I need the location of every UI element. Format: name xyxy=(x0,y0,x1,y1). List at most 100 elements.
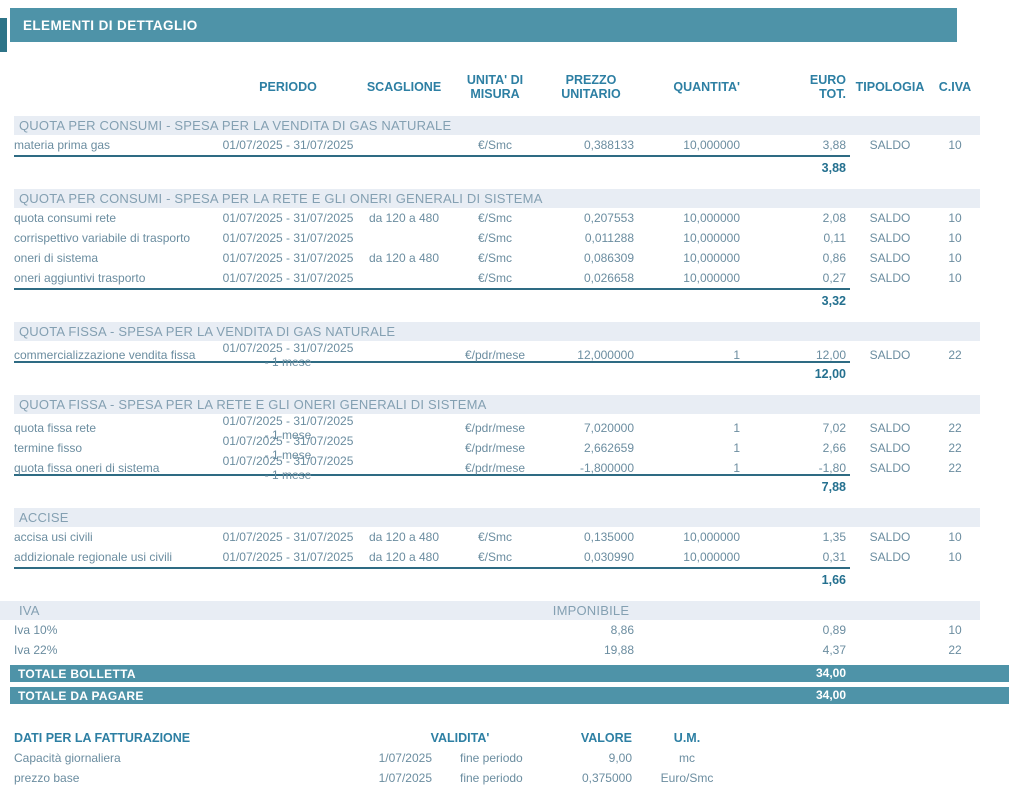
cell-prezzo: 0,207553 xyxy=(583,211,634,225)
table-row: quota fissa oneri di sistema 01/07/2025 … xyxy=(0,454,1024,482)
totale-bolletta-label: TOTALE BOLLETTA xyxy=(18,666,136,681)
cell-prezzo: 0,086309 xyxy=(583,251,634,265)
billing-info-headers: DATI PER LA FATTURAZIONE VALIDITA' VALOR… xyxy=(0,728,1024,748)
cell-desc: quota consumi rete xyxy=(14,211,117,225)
cell-quantita: 10,000000 xyxy=(683,530,740,544)
col-header-periodo: PERIODO xyxy=(259,80,317,94)
cell-periodo: 01/07/2025 - 31/07/2025 - 1 mese xyxy=(222,454,354,482)
section-quota-consumi-vendita: QUOTA PER CONSUMI - SPESA PER LA VENDITA… xyxy=(0,116,1024,179)
table-row: termine fisso 01/07/2025 - 31/07/2025 - … xyxy=(0,434,1024,462)
col-header-validita: VALIDITA' xyxy=(430,731,490,745)
cell-desc: Iva 22% xyxy=(14,643,58,657)
section-header: ACCISE xyxy=(14,508,980,527)
col-header-tipologia: TIPOLOGIA xyxy=(855,80,925,94)
table-row: addizionale regionale usi civili 01/07/2… xyxy=(0,547,1024,567)
cell-quantita: 10,000000 xyxy=(683,211,740,225)
cell-euro: 3,88 xyxy=(822,138,846,152)
section-rule xyxy=(14,288,850,290)
section-quota-fissa-vendita: QUOTA FISSA - SPESA PER LA VENDITA DI GA… xyxy=(0,322,1024,385)
section-subtotal-row: 7,88 xyxy=(0,476,1024,498)
cell-quantita: 10,000000 xyxy=(683,251,740,265)
cell-civa: 10 xyxy=(948,530,962,544)
cell-euro: 0,89 xyxy=(822,623,846,637)
cell-quantita: 10,000000 xyxy=(683,231,740,245)
cell-unita: €/Smc xyxy=(477,530,512,544)
cell-unita: €/Smc xyxy=(477,211,512,225)
cell-tipologia: SALDO xyxy=(869,550,911,564)
col-header-quantita: QUANTITA' xyxy=(673,80,740,94)
subtotal-value: 12,00 xyxy=(814,367,846,381)
cell-desc: quota fissa rete xyxy=(14,421,97,435)
cell-periodo: 01/07/2025 - 31/07/2025 - 1 mese xyxy=(222,434,354,462)
cell-desc: corrispettivo variabile di trasporto xyxy=(14,231,191,245)
totale-da-pagare-bar: TOTALE DA PAGARE 34,00 xyxy=(10,687,1009,704)
col-header-unita-misura: UNITA' DI MISURA xyxy=(466,73,524,101)
cell-desc: commercializzazione vendita fissa xyxy=(14,348,196,362)
section-header: QUOTA PER CONSUMI - SPESA PER LA VENDITA… xyxy=(14,116,980,135)
subtotal-value: 7,88 xyxy=(821,480,846,494)
cell-prezzo: -1,800000 xyxy=(579,461,634,475)
cell-data: 1/07/2025 xyxy=(378,751,432,765)
cell-periodo: 01/07/2025 - 31/07/2025 xyxy=(222,251,354,265)
section-header-iva: IVA IMPONIBILE xyxy=(0,601,980,620)
section-iva: IVA IMPONIBILE Iva 10% 8,86 0,89 10 Iva … xyxy=(0,601,1024,660)
cell-periodo: 01/07/2025 - 31/07/2025 xyxy=(222,550,354,564)
table-column-headers: PERIODO SCAGLIONE UNITA' DI MISURA PREZZ… xyxy=(0,68,1024,106)
section-subtotal-row: 1,66 xyxy=(0,569,1024,591)
totale-bolletta-bar: TOTALE BOLLETTA 34,00 xyxy=(10,665,1009,682)
table-row: materia prima gas 01/07/2025 - 31/07/202… xyxy=(0,135,1024,155)
cell-imponibile: 19,88 xyxy=(603,643,634,657)
table-row: quota consumi rete 01/07/2025 - 31/07/20… xyxy=(0,208,1024,228)
cell-unita: €/Smc xyxy=(477,138,512,152)
subtotal-value: 1,66 xyxy=(821,573,846,587)
cell-prezzo: 0,026658 xyxy=(583,271,634,285)
cell-desc: prezzo base xyxy=(14,771,80,785)
totale-da-pagare-label: TOTALE DA PAGARE xyxy=(18,688,144,703)
cell-periodo: 01/07/2025 - 31/07/2025 xyxy=(222,271,354,285)
cell-scaglione: da 120 a 480 xyxy=(368,211,440,225)
totale-bolletta-value: 34,00 xyxy=(815,666,846,680)
billing-info-row: Capacità giornaliera 1/07/2025 fine peri… xyxy=(0,748,1024,768)
cell-quantita: 1 xyxy=(733,461,740,475)
cell-tipologia: SALDO xyxy=(869,421,911,435)
cell-quantita: 1 xyxy=(733,348,740,362)
section-quota-consumi-rete: QUOTA PER CONSUMI - SPESA PER LA RETE E … xyxy=(0,189,1024,312)
cell-euro: 7,02 xyxy=(822,421,846,435)
cell-desc: Capacità giornaliera xyxy=(14,751,121,765)
cell-tipologia: SALDO xyxy=(869,530,911,544)
cell-quantita: 10,000000 xyxy=(683,271,740,285)
cell-imponibile: 8,86 xyxy=(610,623,634,637)
cell-scaglione: da 120 a 480 xyxy=(368,530,440,544)
cell-euro: 0,31 xyxy=(822,550,846,564)
cell-civa: 22 xyxy=(948,461,962,475)
iva-title: IVA xyxy=(19,603,40,618)
cell-unita: €/Smc xyxy=(477,271,512,285)
section-rule xyxy=(14,155,850,157)
cell-unita: €/pdr/mese xyxy=(464,461,526,475)
cell-periodo: 01/07/2025 - 31/07/2025 xyxy=(222,211,354,225)
section-header: QUOTA FISSA - SPESA PER LA RETE E GLI ON… xyxy=(14,395,980,414)
section-subtotal-row: 12,00 xyxy=(0,363,1024,385)
col-header-valore: VALORE xyxy=(580,731,632,745)
cell-civa: 10 xyxy=(948,271,962,285)
cell-unita: €/pdr/mese xyxy=(464,421,526,435)
table-row: oneri di sistema 01/07/2025 - 31/07/2025… xyxy=(0,248,1024,268)
cell-civa: 22 xyxy=(948,643,962,657)
section-rule xyxy=(14,361,850,363)
table-row: corrispettivo variabile di trasporto 01/… xyxy=(0,228,1024,248)
cell-quantita: 10,000000 xyxy=(683,138,740,152)
cell-validita: fine periodo xyxy=(460,771,523,785)
cell-validita: fine periodo xyxy=(460,751,523,765)
cell-quantita: 10,000000 xyxy=(683,550,740,564)
cell-quantita: 1 xyxy=(733,441,740,455)
cell-valore: 9,00 xyxy=(608,751,632,765)
cell-civa: 10 xyxy=(948,211,962,225)
section-accise: ACCISE accisa usi civili 01/07/2025 - 31… xyxy=(0,508,1024,591)
cell-periodo: 01/07/2025 - 31/07/2025 xyxy=(222,231,354,245)
page-title: ELEMENTI DI DETTAGLIO xyxy=(23,17,198,33)
cell-civa: 10 xyxy=(948,550,962,564)
col-header-euro-tot: EURO TOT. xyxy=(809,73,846,101)
cell-euro: 0,86 xyxy=(822,251,846,265)
cell-quantita: 1 xyxy=(733,421,740,435)
cell-civa: 22 xyxy=(948,441,962,455)
